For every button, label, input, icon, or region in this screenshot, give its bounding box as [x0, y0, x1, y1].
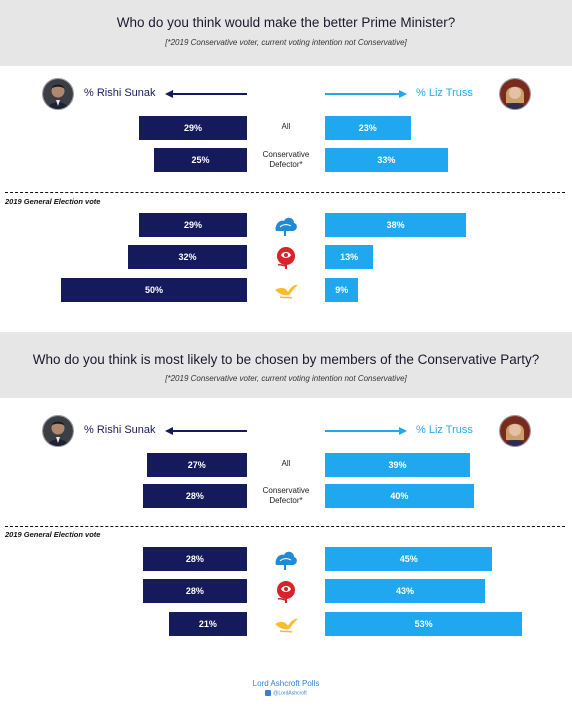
- truss-series-label: % Liz Truss: [416, 87, 473, 99]
- row-label-all: All: [281, 459, 291, 468]
- truss-bar: 33%: [325, 148, 448, 172]
- election-vote-label: 2019 General Election vote: [5, 530, 101, 539]
- row-label-line: Conservative: [262, 150, 310, 159]
- conservative-tree-icon: [272, 547, 300, 571]
- left-arrow-icon: [165, 427, 247, 435]
- truss-bar: 23%: [325, 116, 411, 140]
- sunak-series-label: % Rishi Sunak: [84, 87, 156, 99]
- right-arrow-icon: [325, 427, 407, 435]
- election-vote-label: 2019 General Election vote: [5, 197, 101, 206]
- row-label-conservative-defector: Conservative Defector*: [251, 486, 321, 506]
- truss-bar: 9%: [325, 278, 359, 302]
- row-label-all: All: [281, 122, 291, 131]
- liz-truss-photo: [499, 78, 531, 110]
- question-title: Who do you think would make the better P…: [116, 15, 456, 30]
- truss-bar: 38%: [325, 213, 467, 237]
- truss-bar: 43%: [325, 579, 485, 603]
- truss-bar: 39%: [325, 453, 471, 477]
- question-note: [*2019 Conservative voter, current votin…: [165, 38, 407, 47]
- truss-bar: 53%: [325, 612, 523, 636]
- liz-truss-photo: [499, 415, 531, 447]
- footer-handle: @LordAshcroft: [0, 690, 572, 696]
- truss-bar: 45%: [325, 547, 493, 571]
- sunak-bar: 29%: [139, 213, 247, 237]
- row-label-line: Conservative: [262, 486, 310, 495]
- truss-bar: 40%: [325, 484, 474, 508]
- chart-panel-2: Who do you think is most likely to be ch…: [0, 332, 572, 662]
- sunak-bar: 27%: [146, 453, 247, 477]
- rishi-sunak-photo: [42, 415, 74, 447]
- sunak-bar: 28%: [142, 579, 247, 603]
- rishi-sunak-photo: [42, 78, 74, 110]
- question-title: Who do you think is most likely to be ch…: [32, 352, 540, 367]
- dashed-divider: [5, 192, 565, 193]
- twitter-icon: [265, 690, 272, 696]
- question-header: Who do you think would make the better P…: [0, 0, 572, 66]
- sunak-bar: 29%: [139, 116, 247, 140]
- chart-panel-1: Who do you think would make the better P…: [0, 0, 572, 330]
- sunak-bar: 50%: [61, 278, 247, 302]
- footer-brand: Lord Ashcroft Polls: [252, 679, 320, 688]
- sunak-bar: 21%: [168, 612, 247, 636]
- right-arrow-icon: [325, 90, 407, 98]
- row-label-line: Defector*: [269, 160, 303, 169]
- sunak-bar: 32%: [127, 245, 247, 269]
- sunak-series-label: % Rishi Sunak: [84, 424, 156, 436]
- sunak-bar: 28%: [142, 547, 247, 571]
- libdem-bird-icon: [272, 612, 300, 636]
- truss-series-label: % Liz Truss: [416, 424, 473, 436]
- conservative-tree-icon: [272, 213, 300, 237]
- question-note: [*2019 Conservative voter, current votin…: [165, 374, 407, 383]
- dashed-divider: [5, 526, 565, 527]
- row-label-conservative-defector: Conservative Defector*: [251, 150, 321, 170]
- row-label-line: Defector*: [269, 496, 303, 505]
- sunak-bar: 28%: [142, 484, 247, 508]
- left-arrow-icon: [165, 90, 247, 98]
- labour-rose-icon: [272, 579, 300, 603]
- libdem-bird-icon: [272, 278, 300, 302]
- truss-bar: 13%: [325, 245, 374, 269]
- sunak-bar: 25%: [154, 148, 247, 172]
- question-header: Who do you think is most likely to be ch…: [0, 332, 572, 398]
- labour-rose-icon: [272, 245, 300, 269]
- footer-handle-text: @LordAshcroft: [273, 690, 307, 697]
